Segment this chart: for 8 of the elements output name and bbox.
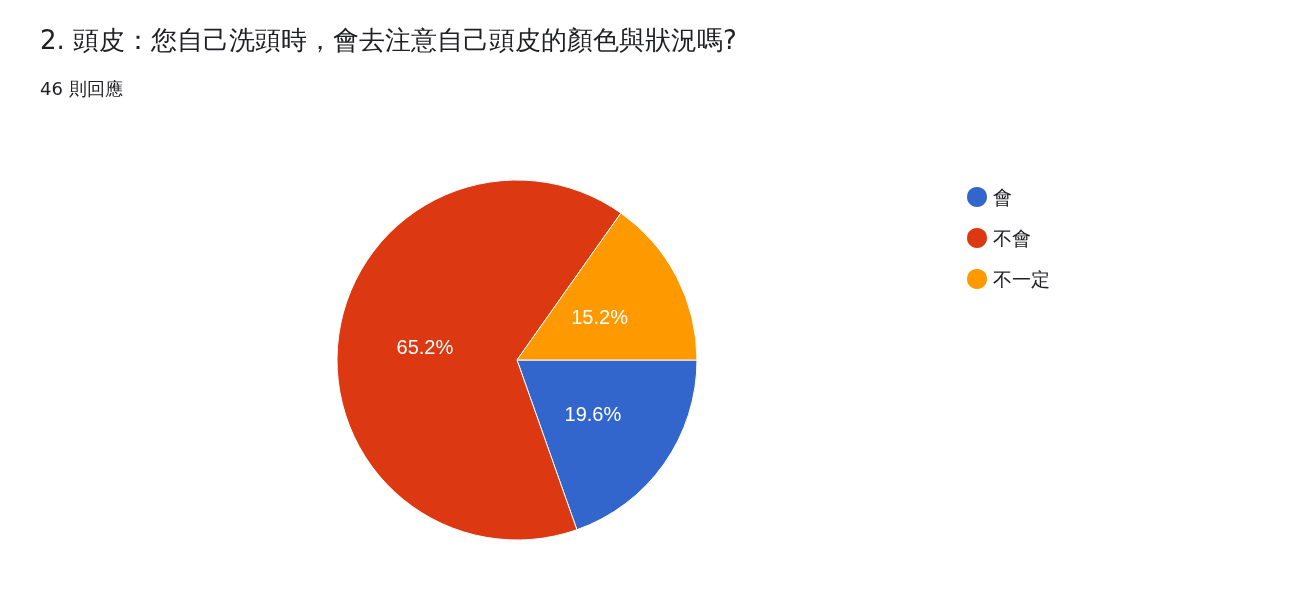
- legend-label: 不會: [993, 227, 1031, 249]
- legend-label: 會: [993, 186, 1012, 208]
- chart-title: 2. 頭皮：您自己洗頭時，會去注意自己頭皮的顏色與狀況嗎?: [40, 25, 737, 55]
- legend-label: 不一定: [993, 268, 1050, 290]
- data-label: 65.2%: [396, 336, 454, 359]
- data-label: 15.2%: [571, 306, 629, 329]
- text: 46 則回應: [40, 77, 123, 99]
- data-label: 19.6%: [564, 402, 622, 425]
